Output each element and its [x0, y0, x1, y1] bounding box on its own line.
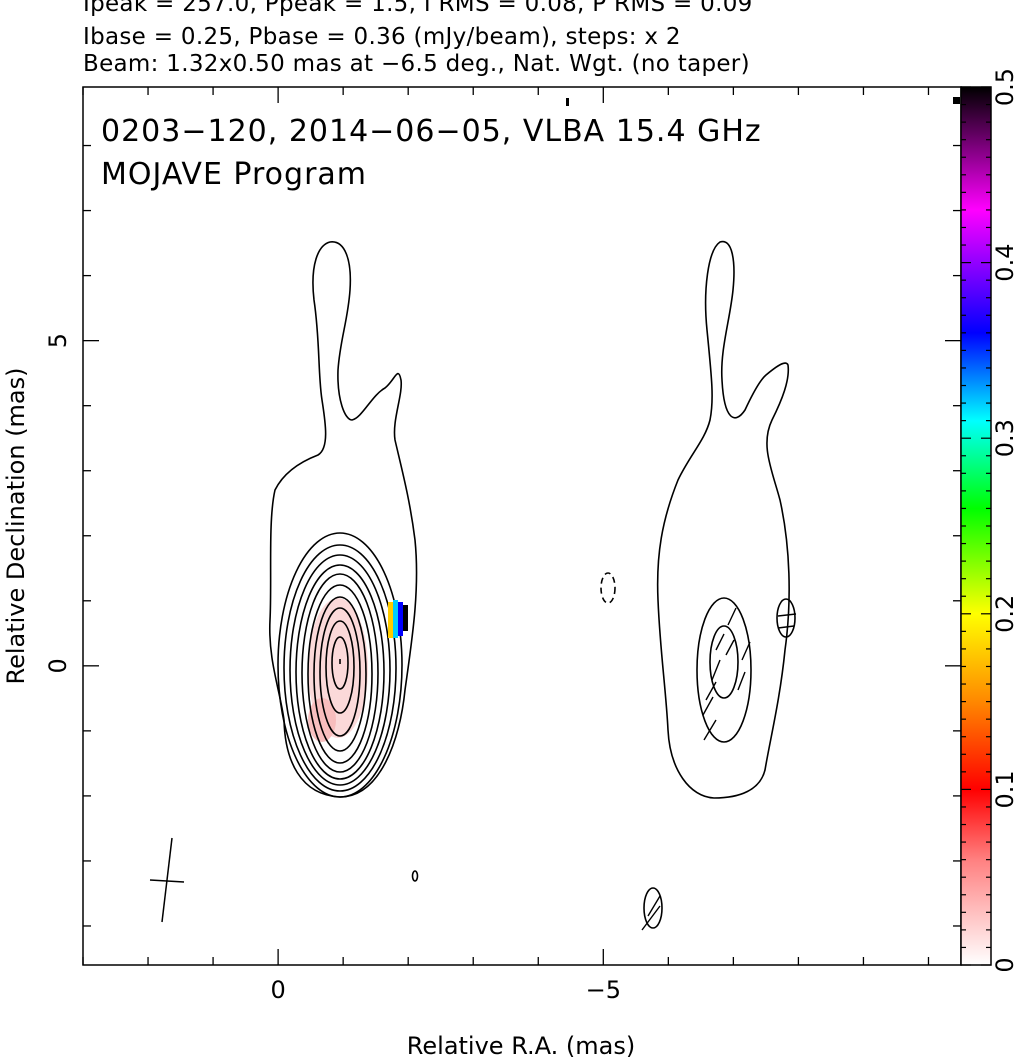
y-axis-label: Relative Declination (mas): [2, 367, 30, 684]
colorbar-tick-label: 0.5: [991, 68, 1019, 106]
colorbar-tick-label: 0.2: [991, 595, 1019, 633]
header-line-peaks: Ipeak = 257.0, Ppeak = 1.5, I RMS = 0.08…: [83, 0, 753, 17]
colorbar-tick-label: 0.4: [991, 244, 1019, 282]
x-axis-label: Relative R.A. (mas): [407, 1032, 635, 1060]
pol-outer-contour: [656, 240, 790, 799]
polarization-contours: [600, 240, 796, 929]
y-tick-label: 0: [44, 658, 72, 673]
header-line-base: Ibase = 0.25, Pbase = 0.36 (mJy/beam), s…: [83, 24, 681, 50]
evpa-sticks: [641, 607, 797, 931]
colorbar-tick-label: 0.3: [991, 419, 1019, 457]
colorbar-tick-label: 0.1: [991, 770, 1019, 808]
y-tick-label: 5: [44, 333, 72, 348]
stokes-i-contours: [268, 241, 419, 882]
outer-contour: [268, 241, 418, 798]
axis-tick-labels: 0 −5 0 5: [44, 333, 621, 1004]
x-tick-label: −5: [586, 976, 621, 1004]
beam-cross: [149, 837, 185, 923]
plot-frame: [82, 86, 962, 966]
top-edge-marks: [566, 97, 960, 106]
colorbar-tick-labels: 0 0.1 0.2 0.3 0.4 0.5: [991, 68, 1019, 973]
plot-title: 0203−120, 2014−06−05, VLBA 15.4 GHz: [101, 114, 762, 149]
plot-subtitle: MOJAVE Program: [101, 157, 367, 192]
x-tick-label: 0: [270, 976, 285, 1004]
axis-ticks: [82, 87, 961, 965]
header-line-beam: Beam: 1.32x0.50 mas at −6.5 deg., Nat. W…: [83, 51, 750, 77]
colorbar-ticks: [961, 86, 991, 966]
colorbar-tick-label: 0: [991, 957, 1019, 972]
polarization-color-sticks: [388, 600, 408, 638]
